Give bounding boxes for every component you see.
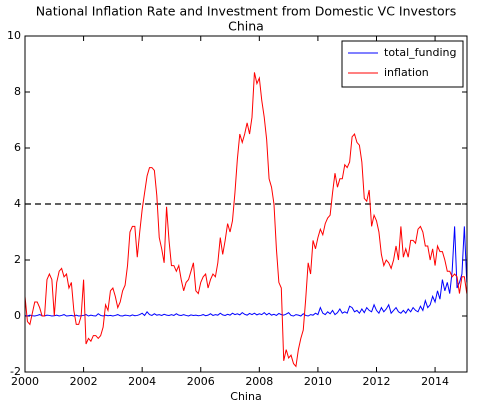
x-axis-label: China [230,390,261,403]
y-tick-label: 0 [14,309,21,322]
x-tick-label: 2012 [362,375,390,388]
chart-title: National Inflation Rate and Investment f… [36,4,457,19]
x-tick-label: 2002 [70,375,98,388]
x-tick-label: 2014 [421,375,449,388]
line-series [25,226,467,317]
y-tick-label: 8 [14,85,21,98]
x-tick-label: 2010 [304,375,332,388]
axes-frame [24,35,468,373]
y-tick-label: 4 [14,197,21,210]
x-tick-label: 2006 [187,375,215,388]
y-tick-label: 10 [7,29,21,42]
legend-label: inflation [384,66,429,79]
legend-box [341,40,464,88]
y-tick-label: 6 [14,141,21,154]
line-series [25,72,467,368]
chart-subtitle: China [228,19,264,34]
legend-label: total_funding [384,46,456,59]
x-tick-label: 2004 [128,375,156,388]
x-tick-label: 2000 [11,375,39,388]
y-tick-label: -2 [10,365,21,378]
y-tick-label: 2 [14,253,21,266]
x-tick-label: 2008 [245,375,273,388]
